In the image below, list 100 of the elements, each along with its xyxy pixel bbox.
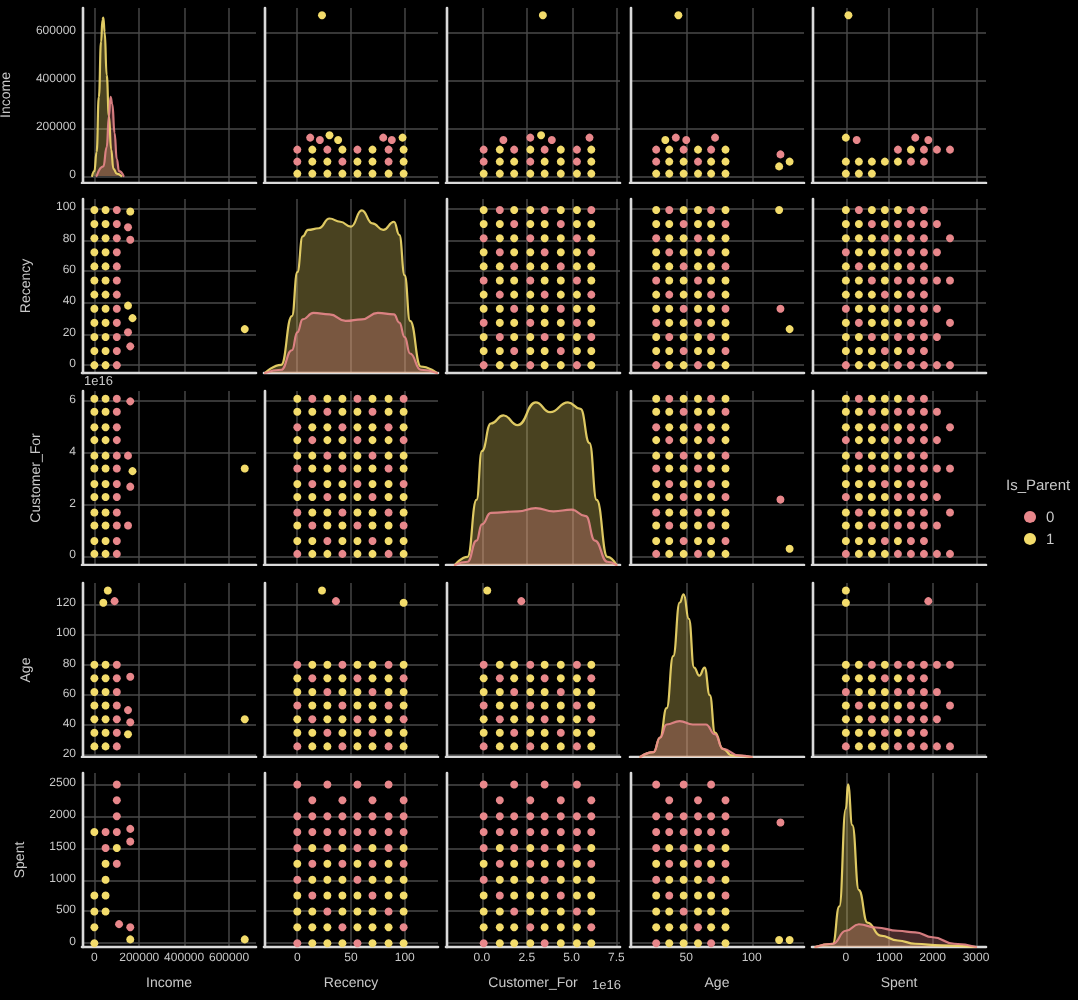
point xyxy=(573,923,582,932)
point xyxy=(90,319,99,328)
point xyxy=(664,435,673,444)
point xyxy=(573,276,582,285)
point xyxy=(323,923,332,932)
point xyxy=(720,876,729,885)
point xyxy=(880,333,889,342)
point xyxy=(945,659,954,668)
point xyxy=(90,700,99,709)
point xyxy=(308,727,317,736)
point xyxy=(400,521,408,530)
point xyxy=(126,825,135,834)
point xyxy=(510,659,519,668)
point xyxy=(384,422,393,431)
point xyxy=(480,234,489,243)
point xyxy=(678,291,687,299)
point xyxy=(480,908,489,917)
point xyxy=(706,262,715,271)
point xyxy=(573,687,582,696)
point xyxy=(527,828,536,837)
point xyxy=(720,407,729,416)
point xyxy=(893,394,902,403)
point xyxy=(867,361,876,370)
point xyxy=(368,169,377,178)
point xyxy=(678,844,687,853)
point xyxy=(308,521,317,530)
point xyxy=(323,536,332,545)
point xyxy=(400,844,408,853)
point xyxy=(906,492,915,501)
point xyxy=(893,727,902,736)
point xyxy=(706,220,715,229)
point xyxy=(588,860,597,869)
point xyxy=(720,262,729,271)
point xyxy=(115,920,124,929)
point xyxy=(651,234,660,243)
point xyxy=(112,549,121,558)
point xyxy=(368,923,377,932)
point xyxy=(841,407,850,416)
point xyxy=(338,422,347,431)
point xyxy=(651,844,660,853)
point xyxy=(557,939,566,948)
point xyxy=(323,714,332,723)
point xyxy=(353,923,362,932)
point xyxy=(400,923,408,932)
point xyxy=(784,544,793,553)
point xyxy=(932,435,941,444)
point xyxy=(693,521,702,530)
point xyxy=(400,687,408,696)
point xyxy=(90,659,99,668)
point xyxy=(678,781,687,790)
point xyxy=(112,700,121,709)
point xyxy=(527,133,536,142)
point xyxy=(854,508,863,517)
point xyxy=(919,700,928,709)
point xyxy=(323,876,332,885)
point xyxy=(945,464,954,473)
point xyxy=(90,479,99,488)
point xyxy=(384,781,393,790)
point xyxy=(368,876,377,885)
point xyxy=(651,407,660,416)
point xyxy=(573,714,582,723)
point xyxy=(353,687,362,696)
point xyxy=(353,435,362,444)
point xyxy=(906,464,915,473)
point xyxy=(338,659,347,668)
point xyxy=(99,597,108,606)
point xyxy=(932,687,941,696)
point xyxy=(496,796,505,805)
point xyxy=(693,145,702,154)
point xyxy=(293,860,302,869)
point xyxy=(919,451,928,460)
point xyxy=(112,860,121,869)
point xyxy=(867,169,876,178)
point xyxy=(651,876,660,885)
point xyxy=(400,394,408,403)
point xyxy=(720,435,729,444)
point xyxy=(126,207,135,216)
point xyxy=(651,206,660,215)
point xyxy=(527,741,536,750)
point xyxy=(775,819,784,828)
point xyxy=(90,248,99,257)
point xyxy=(368,700,377,709)
point xyxy=(919,145,928,154)
point xyxy=(893,741,902,750)
point xyxy=(338,464,347,473)
point xyxy=(678,169,687,178)
point xyxy=(693,333,702,342)
point xyxy=(867,305,876,314)
point xyxy=(480,714,489,723)
point xyxy=(693,492,702,501)
point xyxy=(90,741,99,750)
point xyxy=(673,11,682,20)
point xyxy=(400,741,408,750)
point xyxy=(651,220,660,229)
point xyxy=(323,673,332,682)
point xyxy=(664,276,673,285)
point xyxy=(400,673,408,682)
point xyxy=(880,422,889,431)
point xyxy=(101,305,110,314)
point xyxy=(693,451,702,460)
